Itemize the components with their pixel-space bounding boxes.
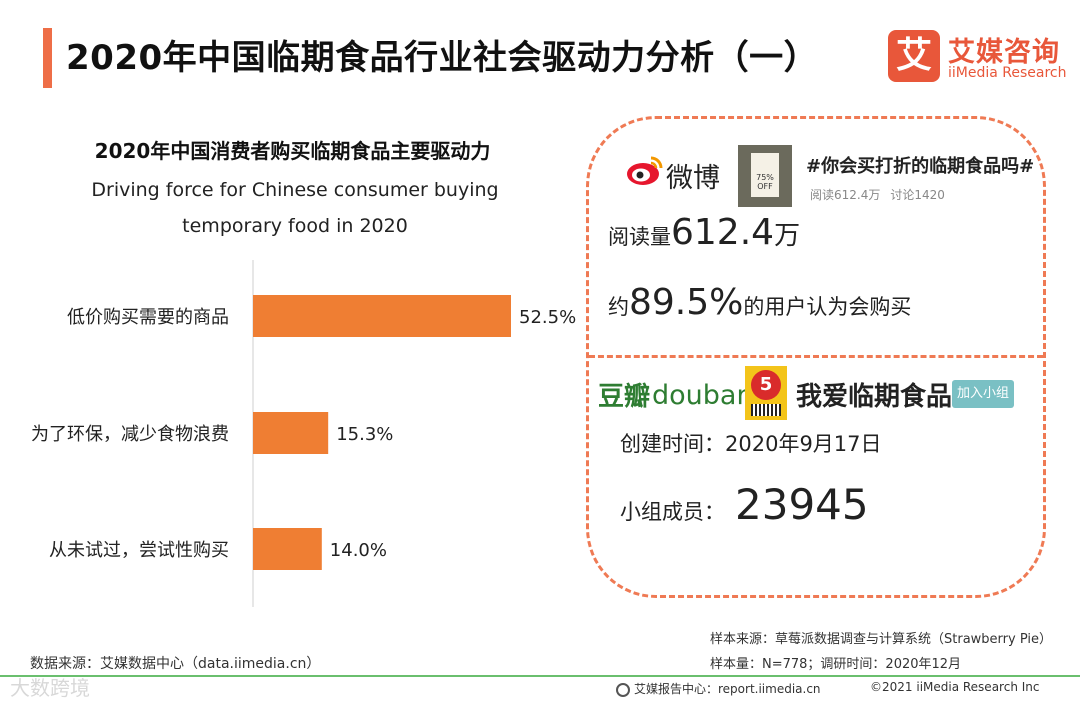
weibo-eye-icon bbox=[627, 156, 663, 185]
group-created-date: 创建时间：2020年9月17日 bbox=[620, 432, 882, 456]
douban-group-name[interactable]: 我爱临期食品 bbox=[796, 382, 953, 412]
thumb-number: 5 bbox=[751, 370, 781, 400]
chart-title: 2020年中国消费者购买临期食品主要驱动力 bbox=[94, 139, 491, 163]
buy-percentage-value: 89.5% bbox=[629, 282, 744, 323]
read-count-row: 阅读量612.4万 bbox=[608, 212, 800, 253]
discount-text: 75% OFF bbox=[756, 173, 774, 191]
group-members-value: 23945 bbox=[735, 480, 869, 529]
social-evidence-panel bbox=[586, 116, 1046, 598]
title-accent-bar bbox=[43, 28, 52, 88]
weibo-logo: 微博 bbox=[626, 152, 726, 194]
logo-subtitle: iiMedia Research bbox=[948, 65, 1067, 81]
chart-subtitle: Driving force for Chinese consumer buyin… bbox=[91, 179, 499, 237]
data-source-note: 数据来源：艾媒数据中心（data.iimedia.cn） bbox=[30, 656, 321, 672]
group-members-label: 小组成员： bbox=[620, 500, 725, 524]
footer-divider bbox=[0, 675, 1080, 677]
data-label: 52.5% bbox=[519, 307, 576, 328]
page-title: 2020年中国临期食品行业社会驱动力分析（一） bbox=[66, 38, 819, 78]
panel-divider bbox=[589, 355, 1043, 358]
bar bbox=[253, 412, 329, 454]
footer-report-center[interactable]: 艾媒报告中心：report.iimedia.cn bbox=[616, 680, 821, 697]
category-label: 低价购买需要的商品 bbox=[67, 307, 229, 328]
buy-percentage-suffix: 的用户认为会购买 bbox=[743, 295, 912, 319]
douban-logo: 豆瓣 douban bbox=[598, 374, 754, 418]
buy-percentage-prefix: 约 bbox=[608, 295, 629, 319]
iimedia-logo: 艾 艾媒咨询 iiMedia Research bbox=[888, 30, 1068, 86]
bar bbox=[253, 295, 511, 337]
douban-logo-en: douban bbox=[652, 380, 754, 411]
weibo-discussions: 讨论1420 bbox=[890, 188, 945, 202]
sample-size-note: 样本量：N=778；调研时间：2020年12月 bbox=[710, 657, 962, 672]
read-count-label: 阅读量 bbox=[608, 225, 671, 249]
watermark: 大数跨境 bbox=[10, 676, 90, 700]
group-members-row: 小组成员： 23945 bbox=[620, 480, 869, 529]
join-group-button[interactable]: 加入小组 bbox=[952, 380, 1014, 408]
read-count-unit: 万 bbox=[774, 221, 801, 251]
discount-card bbox=[751, 153, 779, 197]
globe-icon bbox=[616, 682, 630, 697]
weibo-logo-text: 微博 bbox=[666, 163, 720, 194]
footer-copyright: ©2021 iiMedia Research Inc bbox=[870, 680, 1040, 694]
data-label: 15.3% bbox=[336, 424, 393, 445]
bar bbox=[253, 528, 322, 570]
douban-logo-cn: 豆瓣 bbox=[598, 382, 651, 412]
sample-source-note: 样本来源：草莓派数据调查与计算系统（Strawberry Pie） bbox=[710, 632, 1052, 647]
weibo-stats: 阅读612.4万 讨论1420 bbox=[810, 186, 955, 203]
bar-chart: 低价购买需要的商品 52.5% 为了环保，减少食物浪费 15.3% 从未试过，尝试性购买… bbox=[31, 260, 576, 607]
douban-group-thumbnail: 5 bbox=[745, 366, 787, 420]
weibo-topic-thumbnail: 75% OFF bbox=[738, 145, 792, 207]
category-label: 为了环保，减少食物浪费 bbox=[31, 424, 229, 445]
barcode-icon bbox=[751, 404, 781, 416]
logo-name: 艾媒咨询 bbox=[948, 37, 1060, 68]
footer-report-center-text: 艾媒报告中心：report.iimedia.cn bbox=[634, 682, 821, 696]
read-count-value: 612.4 bbox=[671, 212, 775, 253]
category-label: 从未试过，尝试性购买 bbox=[49, 540, 229, 561]
weibo-reads: 阅读612.4万 bbox=[810, 188, 881, 202]
logo-mark: 艾 bbox=[888, 30, 940, 82]
buy-percentage-row: 约89.5%的用户认为会购买 bbox=[608, 282, 911, 323]
weibo-topic[interactable]: #你会买打折的临期食品吗# bbox=[806, 156, 1035, 177]
data-label: 14.0% bbox=[330, 540, 387, 561]
